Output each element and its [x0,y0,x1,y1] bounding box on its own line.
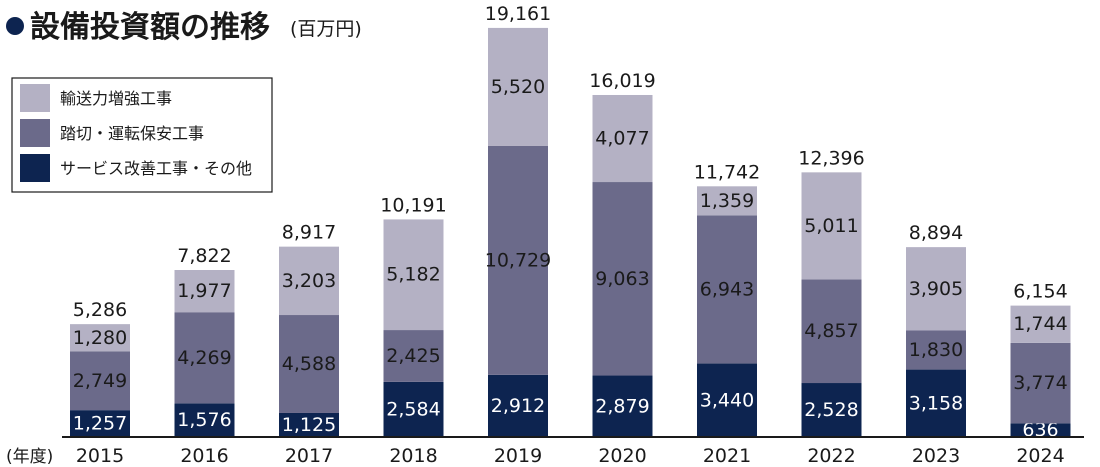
segment-value-label: 1,280 [73,327,127,349]
segment-value-label: 1,977 [177,280,231,302]
segment-value-label: 636 [1022,419,1058,441]
bar-segment [697,363,757,437]
total-value-label: 11,742 [694,161,760,183]
segment-value-label: 2,912 [491,395,545,417]
legend-swatch [20,154,50,182]
legend-label: 踏切・運転保安工事 [60,124,204,143]
segment-value-label: 1,125 [282,414,336,436]
total-value-label: 10,191 [380,194,446,216]
total-value-label: 16,019 [589,70,655,92]
x-tick-label: 2017 [285,445,333,467]
x-tick-label: 2021 [703,445,751,467]
x-tick-label: 2024 [1016,445,1064,467]
bar-segment [801,172,862,280]
chart-title: 設備投資額の推移 [30,10,270,45]
segment-value-label: 3,905 [909,278,963,300]
bar-segment [906,369,966,437]
bar-segment [906,247,966,331]
bar-segment [70,324,130,352]
bar-segment [174,312,235,404]
legend-label: 輸送力増強工事 [60,89,172,108]
x-tick-label: 2016 [180,445,228,467]
bar-segment [174,270,235,313]
bar-segment [801,279,862,384]
segment-value-label: 1,830 [909,339,963,361]
segment-value-label: 1,576 [177,409,231,431]
total-value-label: 5,286 [73,299,127,321]
bar-segment [592,182,653,376]
total-value-label: 6,154 [1013,281,1067,303]
bar-segment [1010,423,1071,437]
bar-segment [488,374,548,437]
bar-segment [383,330,444,382]
bar-segment [70,351,130,411]
bar-segment [906,330,966,370]
segment-value-label: 2,749 [73,370,127,392]
bar-segment [488,145,548,375]
segment-value-label: 3,158 [909,392,963,414]
bar-segment [592,375,653,437]
segment-value-label: 3,203 [282,270,336,292]
x-tick-label: 2020 [598,445,646,467]
x-axis-prefix: (年度) [6,447,53,467]
segment-value-label: 4,077 [595,128,649,150]
bar-segment [1010,305,1071,343]
total-value-label: 12,396 [798,147,864,169]
bar-segment [174,403,235,437]
total-value-label: 8,917 [282,222,336,244]
bar-segment [697,215,757,364]
total-value-label: 19,161 [485,3,551,25]
legend-swatch [20,84,50,112]
bar-segment [70,410,130,437]
segment-value-label: 1,257 [73,413,127,435]
bar-segment [488,27,548,146]
segment-value-label: 1,744 [1013,313,1067,335]
chart-unit: (百万円) [290,18,362,40]
x-tick-label: 2023 [912,445,960,467]
segment-value-label: 4,857 [804,320,858,342]
segment-value-label: 10,729 [485,249,551,271]
segment-value-label: 4,588 [282,353,336,375]
segment-value-label: 3,440 [700,389,754,411]
segment-value-label: 5,520 [491,76,545,98]
segment-value-label: 4,269 [177,347,231,369]
segment-value-label: 5,182 [386,264,440,286]
total-value-label: 7,822 [177,245,231,267]
x-tick-label: 2022 [807,445,855,467]
bar-segment [801,383,862,437]
bar-segment [383,381,444,437]
bar-segment [279,246,339,316]
segment-value-label: 2,584 [386,398,440,420]
bar-segment [697,186,757,216]
segment-value-label: 9,063 [595,268,649,290]
segment-value-label: 2,528 [804,399,858,421]
bar-segment [383,219,444,331]
segment-value-label: 5,011 [804,215,858,237]
total-value-label: 8,894 [909,222,963,244]
legend-frame [11,77,273,193]
x-tick-label: 2015 [76,445,124,467]
bar-segment [279,315,339,413]
bar-segment [592,94,653,183]
segment-value-label: 2,425 [386,345,440,367]
segment-value-label: 6,943 [700,278,754,300]
legend-label: サービス改善工事・その他 [60,159,252,178]
bar-group: 1,257 2,749 1,280 5,286 1,576 4,269 1,977 7,822… [70,3,1071,441]
bar-segment [1010,342,1071,424]
x-tick-labels: 2015 2016 2017 2018 2019 2020 2021 2022 2023 2024 [76,445,1065,467]
x-tick-label: 2019 [494,445,542,467]
x-tick-label: 2018 [389,445,437,467]
title-bullet [6,17,24,35]
legend-swatch [20,119,50,147]
segment-value-label: 1,359 [700,190,754,212]
segment-value-label: 2,879 [595,395,649,417]
segment-value-label: 3,774 [1013,372,1067,394]
bar-segment [279,412,339,437]
